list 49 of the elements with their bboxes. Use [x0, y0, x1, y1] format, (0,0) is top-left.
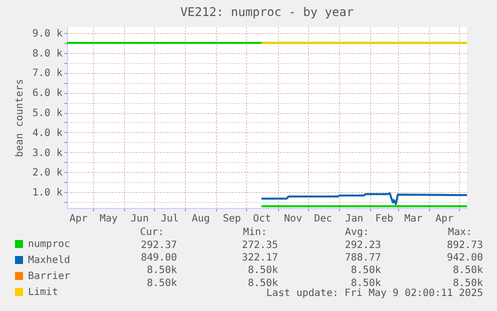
text: 8.50k	[146, 278, 177, 289]
text: 8.50k	[248, 278, 278, 289]
chart-title: VE212: numproc - by year	[180, 5, 354, 19]
legend-label: Maxheld	[28, 255, 70, 266]
x-tick-label: Mar	[404, 214, 422, 224]
text: 8.50k	[248, 265, 278, 276]
text: 8.50k	[146, 265, 177, 276]
y-tick-label: 4.0 k	[32, 128, 62, 139]
text: 8.50k	[452, 265, 483, 276]
y-tick-label: 3.0 k	[32, 148, 62, 159]
legend-label: numproc	[28, 239, 70, 250]
y-tick-label: 9.0 k	[32, 28, 62, 40]
y-axis-title: bean counters	[14, 78, 26, 158]
x-tick-label: Jul	[160, 214, 179, 224]
x-tick-label: Dec	[314, 214, 332, 224]
x-tick-label: Feb	[375, 214, 394, 224]
y-tick-label: 2.0 k	[32, 168, 62, 179]
text: 8.50k	[350, 278, 381, 289]
y-tick-label: 5.0 k	[32, 108, 62, 120]
x-tick-label: Jan	[345, 214, 364, 224]
text: 292.37	[140, 240, 177, 251]
text: 8.50k	[350, 265, 381, 276]
x-tick-label: May	[100, 214, 118, 224]
text: 272.35	[242, 240, 278, 251]
text: 8.50k	[452, 278, 483, 289]
x-tick-label: Oct	[252, 214, 272, 224]
x-tick-label: Apr	[69, 214, 88, 224]
y-tick-label: 7.0 k	[32, 68, 62, 80]
x-tick-label: Sep	[222, 214, 241, 224]
x-tick-label: Nov	[284, 214, 302, 224]
legend-label: Limit	[28, 287, 58, 298]
text: Cur:	[140, 227, 164, 238]
text: 849.00	[140, 252, 177, 264]
text: Last update: Fri May 9 02:00:11 2025	[266, 288, 483, 299]
y-tick-label: 1.0 k	[32, 188, 62, 199]
text: 788.77	[344, 252, 381, 264]
text: Avg:	[344, 227, 370, 238]
text: 292.23	[344, 240, 381, 251]
y-tick-label: 6.0 k	[32, 88, 62, 100]
text: Max:	[448, 227, 472, 238]
text: 322.17	[242, 252, 278, 264]
y-tick-label: 8.0 k	[32, 48, 62, 60]
x-tick-label: Jun	[130, 214, 149, 224]
text: 942.00	[446, 252, 483, 264]
legend-label: Barrier	[28, 271, 70, 282]
x-tick-label: Apr	[435, 214, 454, 224]
text: 892.73	[446, 240, 483, 251]
x-tick-label: Aug	[192, 214, 210, 224]
text: Min:	[242, 227, 268, 238]
